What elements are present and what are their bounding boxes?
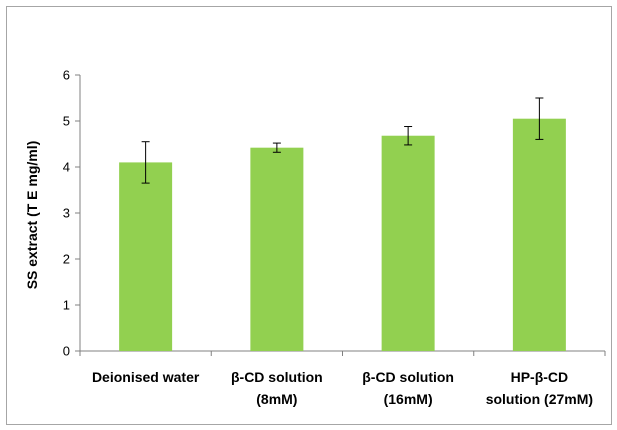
y-axis-label: SS extract (T E mg/ml) (24, 141, 40, 290)
x-category-label: (8mM) (256, 391, 297, 407)
y-tick-label: 2 (63, 252, 70, 267)
chart-border (6, 6, 612, 425)
y-tick-label: 3 (63, 206, 70, 221)
y-tick-label: 1 (63, 298, 70, 313)
x-category-label: β-CD solution (362, 369, 454, 385)
bar (381, 135, 435, 351)
y-tick-label: 6 (63, 68, 70, 83)
x-category-label: Deionised water (92, 369, 200, 385)
bar (250, 147, 304, 351)
plot-area: 0 1 2 3 4 5 6 Deionised water β-CD solution (8mM)… (63, 68, 606, 407)
x-category-label: (16mM) (384, 391, 433, 407)
x-category-label: solution (27mM) (486, 391, 593, 407)
y-tick-label: 0 (63, 344, 70, 359)
x-category-label: HP-β-CD (511, 369, 569, 385)
bar (512, 118, 566, 351)
y-tick-label: 4 (63, 160, 70, 175)
x-category-label: β-CD solution (231, 369, 323, 385)
y-tick-label: 5 (63, 114, 70, 129)
bar (119, 162, 173, 351)
